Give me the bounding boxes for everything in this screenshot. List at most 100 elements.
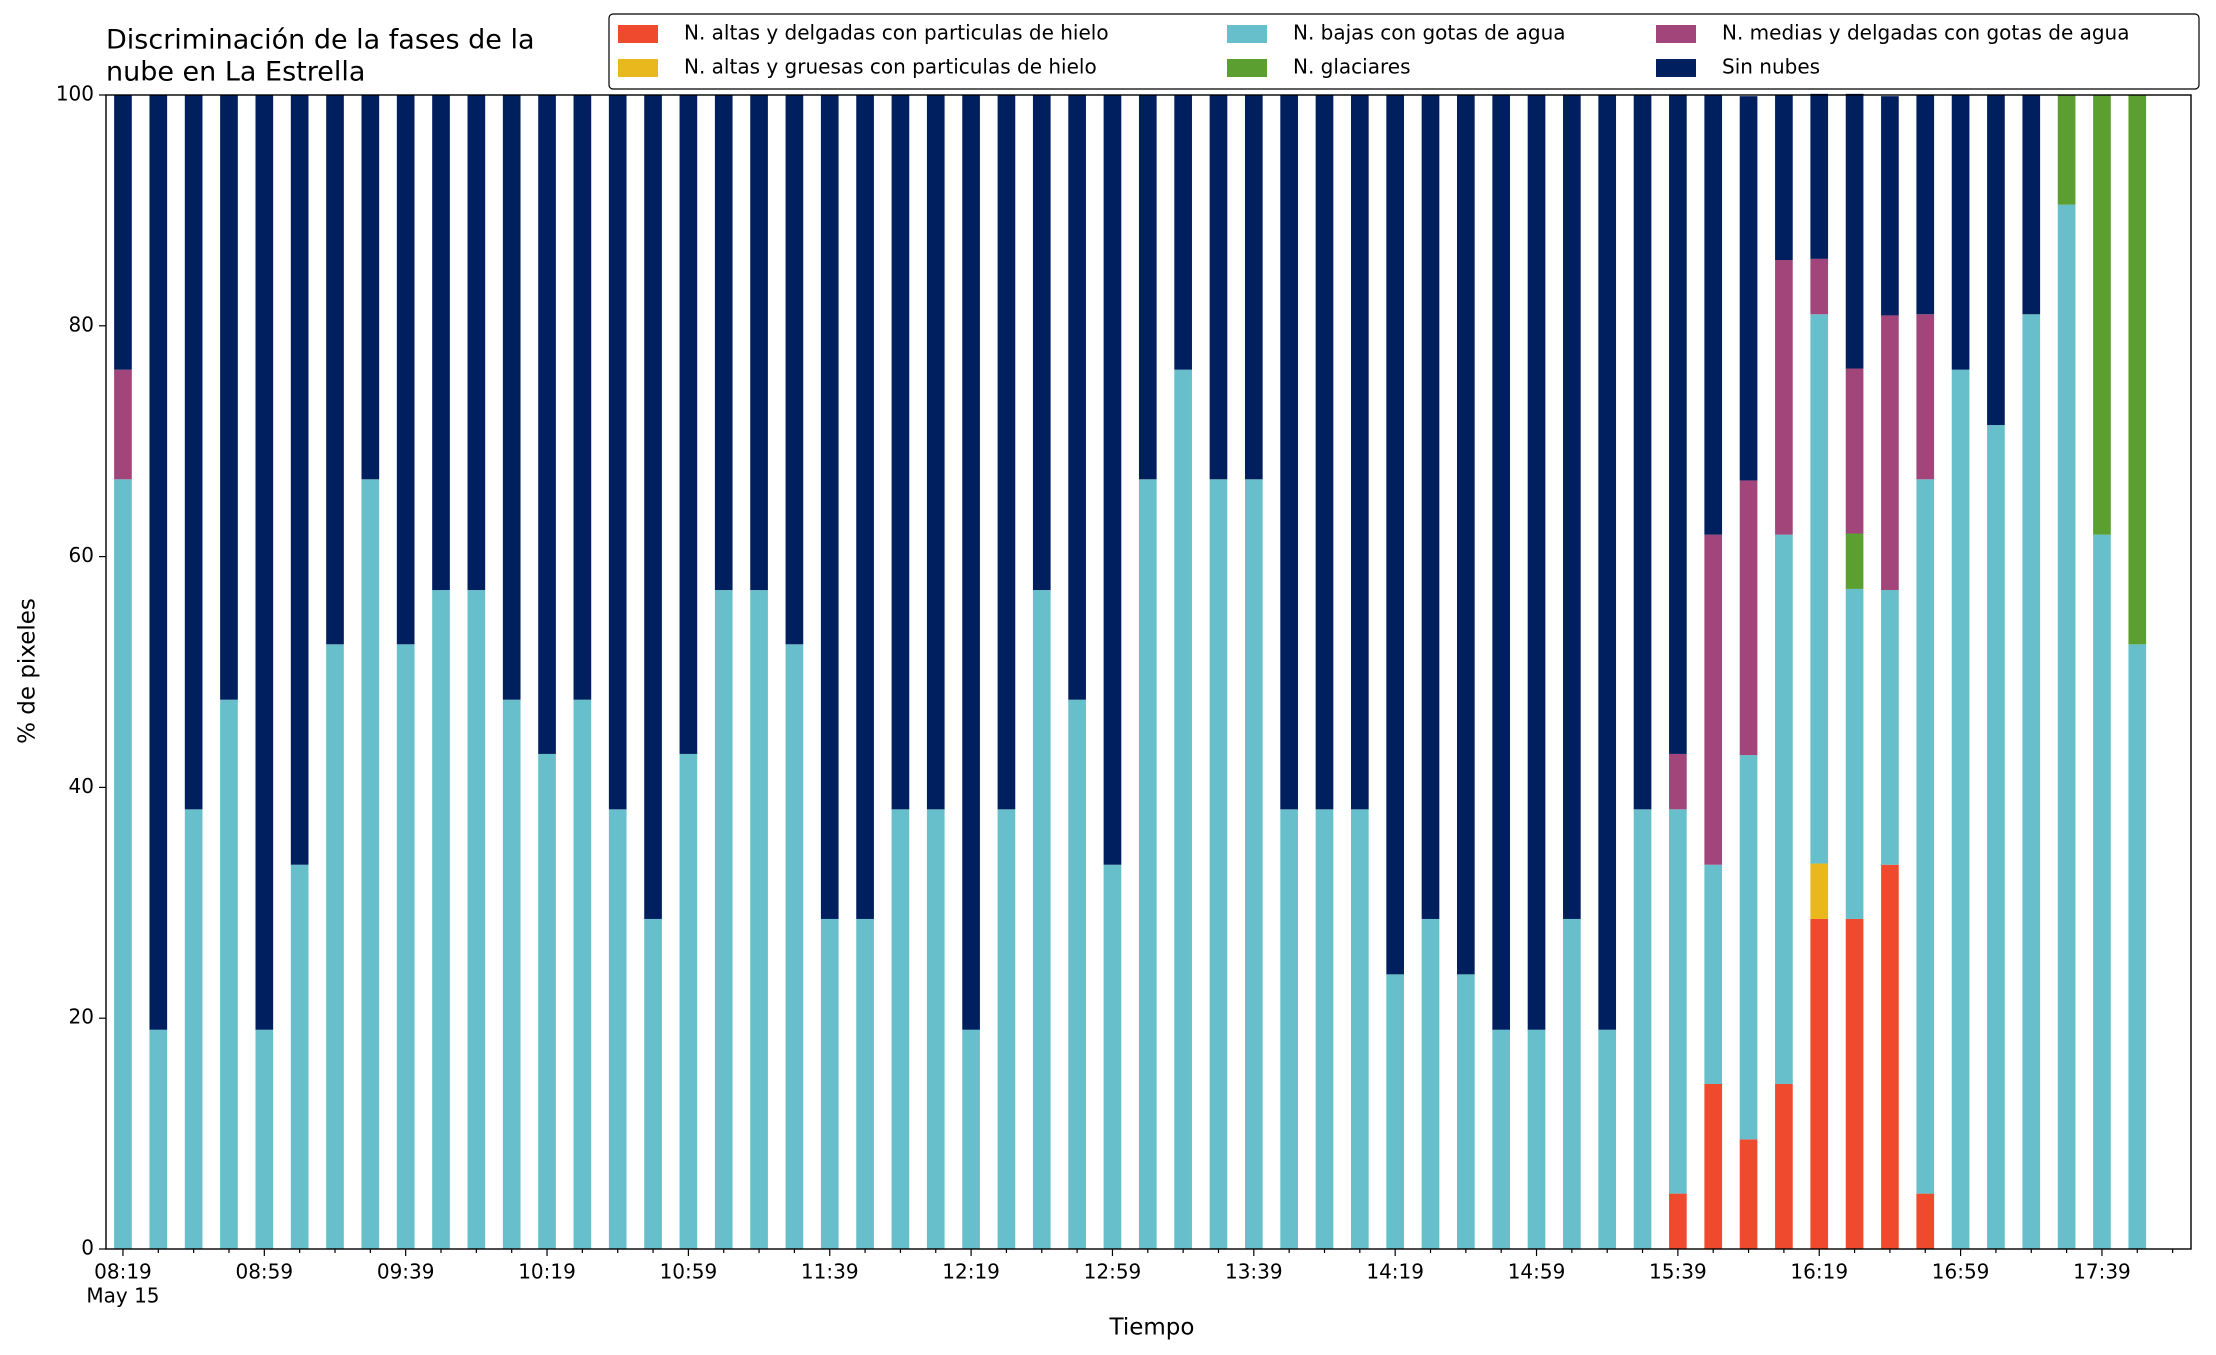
x-tick-label: 17:39 bbox=[2073, 1260, 2131, 1284]
bar-segment bbox=[1881, 96, 1899, 316]
bar-segment bbox=[997, 95, 1016, 810]
x-tick-label: 08:19 bbox=[94, 1260, 152, 1284]
y-tick-label: 20 bbox=[69, 1005, 94, 1029]
bar-segment bbox=[644, 918, 662, 1249]
bar-segment bbox=[785, 644, 804, 1249]
chart-title: nube en La Estrella bbox=[106, 57, 365, 88]
bar-segment bbox=[1492, 1029, 1511, 1249]
bar-segment bbox=[2093, 534, 2111, 1249]
bar-segment bbox=[750, 590, 768, 1249]
bar-segment bbox=[502, 699, 521, 1249]
legend-label: N. altas y delgadas con particulas de hi… bbox=[684, 21, 1109, 45]
bar-segment bbox=[820, 95, 839, 919]
bar-segment bbox=[538, 753, 556, 1249]
legend-swatch bbox=[618, 25, 658, 43]
bar-segment bbox=[1739, 96, 1758, 481]
bar-segment bbox=[432, 95, 450, 591]
bar-segment bbox=[1916, 479, 1935, 1194]
bar-segment bbox=[1775, 1083, 1793, 1249]
bar-segment bbox=[573, 699, 592, 1249]
bar-segment bbox=[1527, 1029, 1546, 1249]
bar-segment bbox=[1280, 95, 1298, 810]
legend-label: N. altas y gruesas con particulas de hie… bbox=[684, 55, 1097, 79]
bar-segment bbox=[326, 644, 344, 1249]
bar-segment bbox=[856, 918, 874, 1249]
bar-segment bbox=[1350, 809, 1369, 1249]
x-tick-label: 12:59 bbox=[1084, 1260, 1142, 1284]
bar-segment bbox=[1881, 590, 1899, 865]
bar-segment bbox=[1386, 95, 1405, 975]
bar-segment bbox=[1032, 95, 1051, 591]
bar-segment bbox=[1598, 95, 1617, 1030]
bar-segment bbox=[2128, 95, 2147, 645]
bar-segment bbox=[2057, 204, 2076, 1249]
y-axis-label: % de pixeles bbox=[15, 598, 41, 744]
bar-segment bbox=[997, 809, 1016, 1249]
legend-swatch bbox=[1227, 59, 1267, 77]
bar-segment bbox=[290, 95, 309, 865]
legend-label: Sin nubes bbox=[1722, 55, 1820, 79]
x-axis-label: Tiempo bbox=[1109, 1315, 1195, 1341]
bar-segment bbox=[1138, 479, 1157, 1250]
bar-segment bbox=[926, 95, 945, 810]
bar-segment bbox=[1775, 260, 1793, 535]
x-tick-label: 09:39 bbox=[377, 1260, 435, 1284]
bar-segment bbox=[1951, 95, 1970, 370]
y-tick-label: 40 bbox=[69, 774, 94, 798]
bar-segment bbox=[361, 95, 380, 480]
bar-segment bbox=[114, 369, 132, 480]
bar-segment bbox=[1845, 368, 1864, 534]
bar-segment bbox=[220, 95, 238, 700]
bar-segment bbox=[149, 95, 168, 1030]
x-tick-label: 10:59 bbox=[660, 1260, 718, 1284]
bar-segment bbox=[1669, 95, 1687, 754]
bar-segment bbox=[1810, 918, 1829, 1249]
x-tick-label: 16:59 bbox=[1932, 1260, 1990, 1284]
bar-segment bbox=[2093, 95, 2111, 535]
x-tick-label: 16:19 bbox=[1790, 1260, 1848, 1284]
bar-segment bbox=[962, 1029, 980, 1249]
bar-segment bbox=[396, 644, 415, 1249]
bar-segment bbox=[1244, 479, 1263, 1250]
bar-segment bbox=[1916, 314, 1935, 480]
bar-segment bbox=[1669, 809, 1687, 1194]
bar-segment bbox=[1457, 95, 1475, 975]
bar-segment bbox=[1174, 95, 1192, 370]
bar-segment bbox=[1881, 864, 1899, 1249]
bar-segment bbox=[1810, 93, 1829, 259]
legend-box bbox=[608, 13, 2200, 90]
bar-segment bbox=[432, 590, 450, 1249]
bar-segment bbox=[1174, 369, 1192, 1250]
bar-segment bbox=[1987, 425, 2005, 1249]
bar-segment bbox=[361, 479, 380, 1250]
bar-segment bbox=[573, 95, 592, 700]
bar-segment bbox=[1315, 809, 1334, 1249]
bar-segment bbox=[1103, 95, 1122, 865]
x-tick-label: 08:59 bbox=[235, 1260, 293, 1284]
bar-segment bbox=[644, 95, 662, 919]
bar-segment bbox=[608, 95, 627, 810]
bar-segment bbox=[2022, 314, 2041, 1249]
bar-segment bbox=[1739, 1139, 1758, 1249]
x-date-label: May 15 bbox=[86, 1284, 159, 1308]
x-tick-label: 13:39 bbox=[1225, 1260, 1283, 1284]
bar-segment bbox=[1138, 95, 1157, 480]
bar-segment bbox=[1704, 1083, 1723, 1249]
bar-segment bbox=[1209, 479, 1228, 1250]
bar-segment bbox=[396, 95, 415, 645]
bar-segment bbox=[1775, 95, 1793, 261]
bar-segment bbox=[714, 590, 733, 1249]
bar-segment bbox=[1457, 974, 1475, 1249]
bar-segment bbox=[255, 1029, 274, 1249]
bar-segment bbox=[1669, 753, 1687, 810]
bar-segment bbox=[1032, 590, 1051, 1249]
x-tick-label: 12:19 bbox=[942, 1260, 1000, 1284]
legend-swatch bbox=[618, 59, 658, 77]
bar-segment bbox=[184, 95, 203, 810]
bar-segment bbox=[1068, 95, 1086, 700]
bar-segment bbox=[1987, 95, 2005, 426]
legend-swatch bbox=[1227, 25, 1267, 43]
bar-segment bbox=[1280, 809, 1298, 1249]
